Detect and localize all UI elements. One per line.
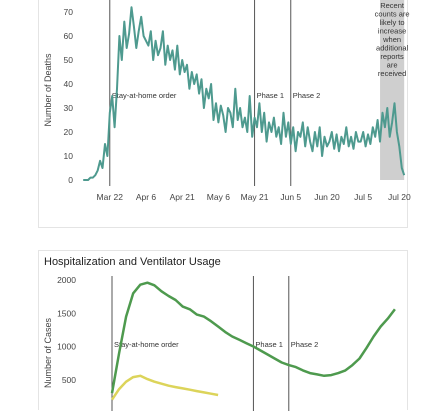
event-label: Phase 1 [255, 340, 283, 349]
y-tick-label: 30 [64, 103, 74, 113]
hospitalization-series-line [110, 281, 396, 394]
y-tick-label: 60 [64, 31, 74, 41]
y-tick-label: 0 [68, 175, 73, 185]
x-tick-label: Jul 5 [354, 192, 372, 202]
event-label: Phase 2 [293, 91, 321, 100]
y-tick-label: 70 [64, 7, 74, 17]
x-tick-label: Jul 20 [388, 192, 411, 202]
event-label: Phase 1 [257, 91, 285, 100]
chart-title: Hospitalization and Ventilator Usage [44, 256, 221, 268]
ventilator-series-line [110, 374, 219, 401]
x-tick-label: Mar 22 [97, 192, 124, 202]
y-tick-label: 10 [64, 151, 74, 161]
event-label: Phase 2 [291, 340, 319, 349]
x-tick-label: Jun 5 [280, 192, 301, 202]
deaths-series-line [83, 6, 406, 181]
y-axis-label: Number of Deaths [43, 53, 53, 127]
x-tick-label: Jun 20 [314, 192, 340, 202]
y-tick-label: 2000 [57, 275, 76, 285]
x-tick-label: May 6 [207, 192, 230, 202]
deaths-chart-card: Recent counts are likely to increase when add… [38, 0, 411, 228]
y-tick-label: 20 [64, 127, 74, 137]
hospitalization-chart: Stay-at-home order Phase 1 Phase 2 500 1000 1… [43, 275, 396, 411]
event-label: Stay-at-home order [114, 340, 179, 349]
y-tick-label: 40 [64, 79, 74, 89]
y-tick-label: 500 [62, 375, 76, 385]
x-tick-label: Apr 21 [170, 192, 195, 202]
deaths-chart: Recent counts are likely to increase when add… [43, 0, 411, 202]
y-tick-label: 1000 [57, 342, 76, 352]
reporting-lag-note: Recent counts are likely to increase when add… [375, 1, 410, 78]
x-tick-label: May 21 [241, 192, 269, 202]
y-tick-label: 1500 [57, 308, 76, 318]
x-tick-label: Apr 6 [136, 192, 157, 202]
hospitalization-chart-card: Hospitalization and Ventilator Usage Sta… [38, 250, 408, 411]
event-label: Stay-at-home order [112, 91, 177, 100]
y-tick-label: 50 [64, 55, 74, 65]
y-axis-label: Number of Cases [43, 317, 53, 388]
